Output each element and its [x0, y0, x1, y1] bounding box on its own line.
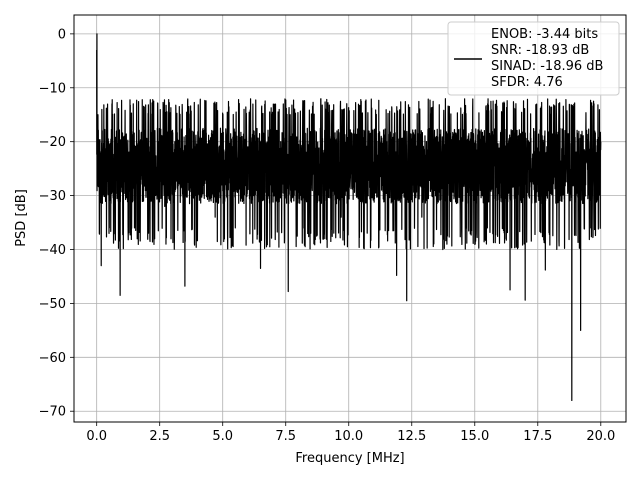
legend: ENOB: -3.44 bits SNR: -18.93 dB SINAD: -…: [447, 21, 620, 96]
x-tick-label: 5.0: [212, 429, 233, 444]
y-tick-label: 0: [58, 27, 66, 42]
x-tick-label: 12.5: [397, 429, 426, 444]
x-tick-label: 20.0: [586, 429, 615, 444]
x-tick-label: 0.0: [86, 429, 107, 444]
y-tick-label: −10: [39, 81, 66, 96]
series-line-psd: [96, 33, 602, 402]
x-tick-label: 2.5: [149, 429, 170, 444]
x-tick-label: 7.5: [275, 429, 296, 444]
y-tick-label: −30: [39, 189, 66, 204]
y-tick-label: −20: [39, 135, 66, 150]
series-group: [96, 33, 602, 402]
x-axis: 0.0 2.5 5.0 7.5 10.0 12.5 15.0 17.5 20.0: [86, 422, 615, 444]
legend-line-sinad: SINAD: -18.96 dB: [491, 59, 603, 74]
legend-line-snr: SNR: -18.93 dB: [491, 43, 589, 58]
y-tick-label: −60: [39, 351, 66, 366]
legend-box: [447, 21, 620, 96]
y-tick-label: −70: [39, 405, 66, 420]
y-tick-label: −40: [39, 243, 66, 258]
x-tick-label: 17.5: [523, 429, 552, 444]
y-axis-label: PSD [dB]: [14, 189, 29, 247]
legend-line-enob: ENOB: -3.44 bits: [491, 27, 598, 42]
plot-frame: [73, 14, 627, 423]
x-tick-label: 15.0: [460, 429, 489, 444]
x-tick-label: 10.0: [334, 429, 363, 444]
y-tick-label: −50: [39, 297, 66, 312]
legend-line-sfdr: SFDR: 4.76: [491, 75, 563, 90]
y-axis: 0 −10 −20 −30 −40 −50 −60 −70: [39, 27, 74, 420]
x-axis-label: Frequency [MHz]: [295, 451, 404, 466]
